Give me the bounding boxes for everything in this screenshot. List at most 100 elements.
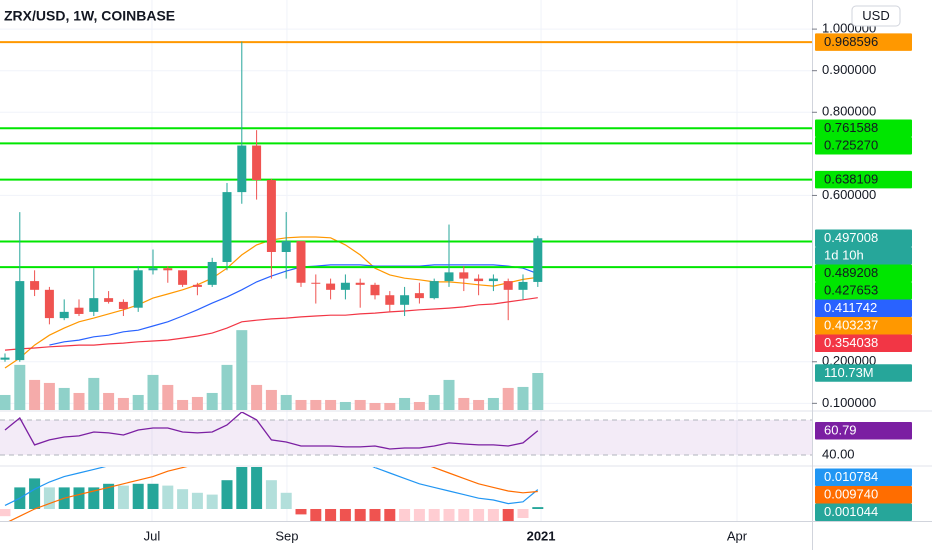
volume-bar [443, 379, 455, 410]
macd-histogram-bar [354, 508, 366, 521]
last-price-label-box [815, 229, 912, 248]
candle-body [30, 281, 40, 290]
rsi-labels: 40.00 60.79 [815, 421, 912, 461]
rsi-tick-label: 40.00 [822, 446, 855, 461]
macd-histogram-bar [339, 508, 351, 521]
volume-bar [295, 399, 307, 410]
macd-histogram-bar [191, 492, 203, 509]
currency-button-frame[interactable] [851, 5, 901, 27]
rsi-label: 60.79 [824, 423, 857, 438]
macd-pane [0, 467, 544, 521]
chart-title: ZRX/USD, 1W, COINBASE [4, 8, 175, 24]
volume-bar [14, 364, 26, 410]
price-labels: 0.968596 0.761588 0.725270 0.638109 0.497008… [815, 33, 912, 382]
moving-average-label-box [815, 334, 912, 353]
volume-bar [236, 330, 248, 410]
candle-body [444, 272, 454, 282]
candle-body [281, 241, 291, 252]
macd-histogram-bar [88, 487, 100, 509]
level-label: 0.761588 [824, 120, 878, 135]
volume-bar [502, 387, 514, 410]
volume-bar [517, 386, 529, 410]
y-tick-label: 0.800000 [822, 104, 876, 119]
volume-bar [399, 397, 411, 410]
macd-histogram-bar [502, 508, 514, 521]
macd-histogram-bar [325, 508, 337, 521]
candle-body [133, 270, 143, 308]
macd-histogram-bar [206, 494, 218, 509]
signal-label: 0.009740 [824, 487, 878, 502]
currency-label[interactable]: USD [862, 8, 889, 23]
macd-histogram-bar [265, 480, 277, 509]
candle-body [474, 278, 484, 282]
candle-body [59, 311, 69, 319]
macd-histogram-bar [117, 485, 129, 509]
histogram-label-box [815, 503, 912, 521]
price-axis: 1.0000000.9000000.8000000.6000000.200000… [812, 21, 876, 410]
last-price-label: 0.497008 [824, 230, 878, 245]
time-axis: Jul Sep 2021 Apr [144, 528, 748, 543]
candle-body [266, 180, 276, 252]
volume-bar [221, 364, 233, 410]
level-label: 0.638109 [824, 172, 878, 187]
candle-body [296, 241, 306, 283]
candle-body [222, 192, 232, 262]
candle-body [74, 307, 84, 314]
level-label: 0.968596 [824, 34, 878, 49]
moving-average [4, 297, 538, 351]
moving-average [49, 264, 539, 346]
volume-bar [206, 392, 218, 410]
price-pane [0, 41, 812, 410]
level-label-box [815, 170, 912, 189]
currency-button[interactable]: USD [851, 5, 901, 27]
candle-body [311, 282, 321, 284]
rsi-pane [0, 412, 812, 456]
macd-histogram-bar [413, 508, 425, 521]
macd-histogram-bar [147, 483, 159, 509]
macd-histogram-bar [458, 508, 470, 521]
volume-label: 110.73M [824, 365, 874, 380]
macd-histogram-bar [443, 508, 455, 521]
volume-bar [265, 389, 277, 410]
candle-body [414, 293, 424, 299]
macd-histogram-bar [251, 467, 263, 509]
candle-body [163, 268, 173, 271]
candle-body [44, 289, 54, 319]
macd-histogram-bar [532, 507, 544, 509]
macd-histogram-bar [162, 485, 174, 509]
level-label-box [815, 33, 912, 51]
signal-line [8, 467, 538, 521]
macd-histogram-bar [369, 508, 381, 521]
volume-bar [191, 396, 203, 410]
volume-bar [413, 401, 425, 410]
candle-body [0, 357, 10, 360]
candle-body [237, 145, 247, 193]
moving-average-label-box [815, 317, 912, 335]
candle-body [252, 145, 262, 181]
macd-histogram-bar [132, 483, 144, 509]
candle-body [355, 282, 365, 285]
candle-body [459, 272, 469, 279]
y-tick-label: 0.100000 [822, 395, 876, 410]
macd-line [4, 467, 539, 506]
level-label-box [815, 282, 912, 300]
candle-body [326, 283, 336, 290]
volume-bar [117, 397, 129, 410]
macd-histogram-bar [73, 487, 85, 509]
level-label: 0.427653 [824, 283, 878, 298]
volume-bar [339, 401, 351, 410]
candle-body [533, 238, 543, 282]
level-label-box [815, 264, 912, 283]
volume-bar [43, 382, 55, 410]
x-tick-label: 2021 [527, 528, 556, 543]
macd-histogram-bar [473, 508, 485, 521]
volume-bar [369, 402, 381, 410]
macd-histogram-bar [517, 508, 529, 518]
volume-bar [251, 384, 263, 410]
candle-body [118, 301, 128, 309]
macd-label-box [815, 468, 912, 486]
volume-bar [103, 392, 115, 410]
macd-histogram-bar [221, 480, 233, 509]
rsi-line [4, 412, 539, 450]
